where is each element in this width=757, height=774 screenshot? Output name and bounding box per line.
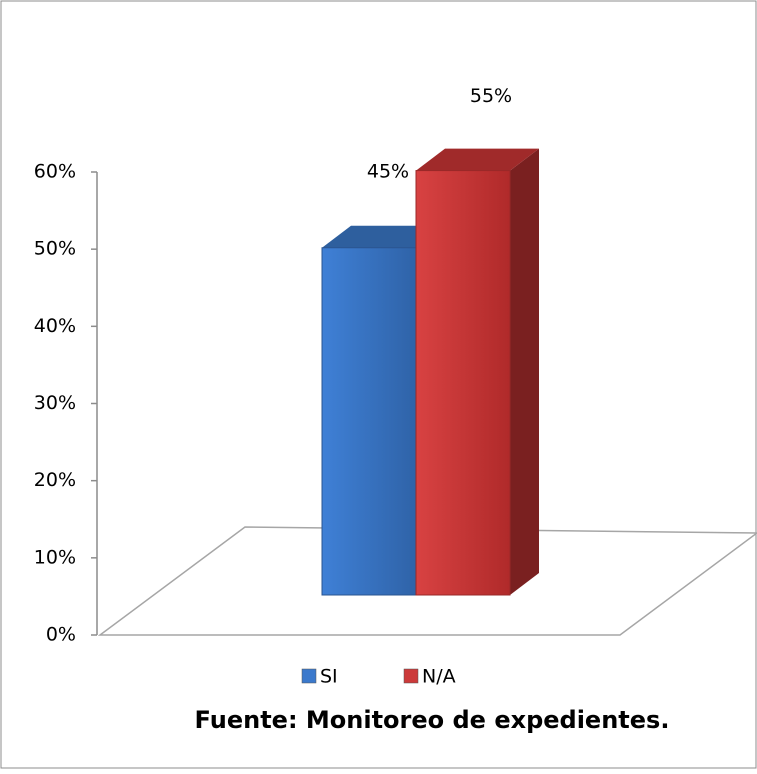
bar — [321, 247, 417, 596]
bar-top — [322, 225, 445, 248]
y-tick-label: 0% — [46, 624, 76, 646]
y-tick-label: 60% — [34, 161, 76, 183]
legend-swatch — [403, 668, 419, 684]
data-label: 55% — [470, 85, 512, 107]
floor — [97, 526, 757, 636]
bar — [415, 170, 511, 596]
legend-label: SI — [320, 666, 338, 688]
y-tick-label: 10% — [34, 546, 76, 568]
data-label: 45% — [367, 160, 409, 182]
y-tick-label: 20% — [34, 469, 76, 491]
y-tick-label: 40% — [34, 315, 76, 337]
caption: Fuente: Monitoreo de expedientes. — [195, 706, 670, 734]
y-tick-label: 30% — [34, 392, 76, 414]
y-tick-label: 50% — [34, 238, 76, 260]
bar-side — [510, 148, 539, 596]
legend-label: N/A — [422, 666, 456, 688]
legend-swatch — [301, 668, 317, 684]
bar-top — [416, 148, 539, 171]
